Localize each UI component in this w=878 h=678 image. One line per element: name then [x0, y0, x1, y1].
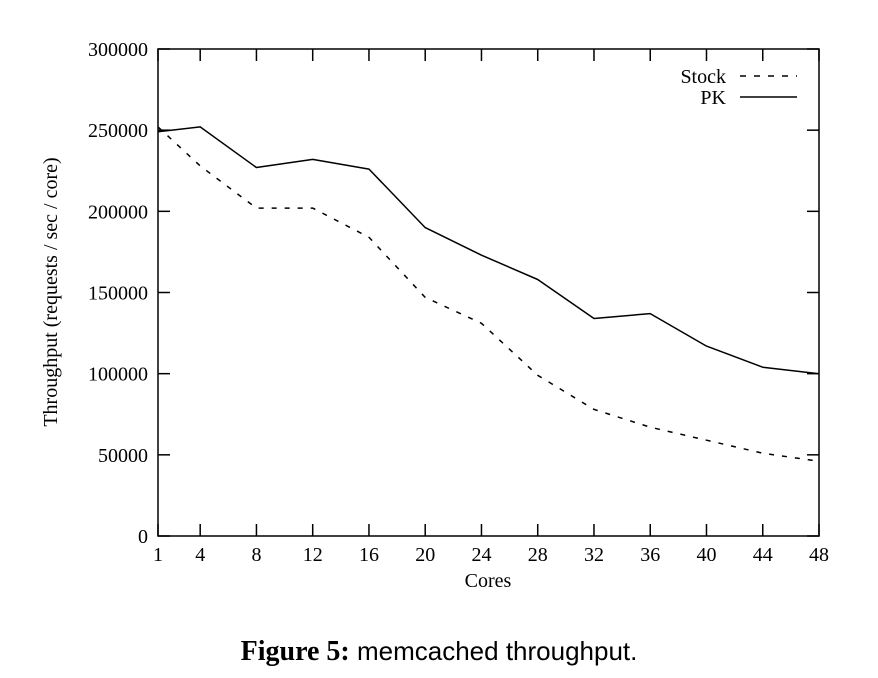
series-line-stock — [157, 126, 820, 463]
series-layer — [157, 126, 820, 463]
x-tick-label: 40 — [696, 544, 716, 566]
x-tick-label: 4 — [195, 544, 205, 566]
caption-label: Figure 5 — [240, 636, 341, 667]
x-tick-label: 12 — [303, 544, 323, 566]
x-tick-label: 36 — [640, 544, 660, 566]
plot-frame — [157, 48, 820, 537]
caption-separator: : — [340, 636, 350, 667]
x-tick-label: 24 — [471, 544, 491, 566]
x-tick-label: 1 — [153, 544, 163, 566]
y-axis: 0 50000 100000 150000 200000 250000 300000 — [88, 39, 819, 548]
legend: Stock PK — [680, 66, 797, 109]
y-tick-label: 200000 — [88, 201, 148, 223]
y-tick-label: 150000 — [88, 283, 148, 305]
y-tick-label: 300000 — [88, 39, 148, 61]
series-line-pk — [157, 126, 820, 375]
y-tick-label: 50000 — [98, 445, 148, 467]
x-tick-label: 48 — [809, 544, 829, 566]
legend-label-stock: Stock — [680, 66, 726, 88]
x-tick-label: 8 — [251, 544, 261, 566]
y-tick-label: 250000 — [88, 120, 148, 142]
caption-text: memcached throughput. — [349, 636, 638, 666]
throughput-chart: 1 4 8 12 16 20 24 28 32 36 40 44 48 0500001000001500… — [40, 39, 829, 592]
x-tick-label: 16 — [359, 544, 379, 566]
legend-label-pk: PK — [700, 87, 726, 109]
x-tick-label: 20 — [415, 544, 435, 566]
y-tick-label: 0 — [138, 526, 148, 548]
y-tick-label: 100000 — [88, 364, 148, 386]
x-tick-label: 44 — [753, 544, 773, 566]
x-tick-label: 32 — [584, 544, 604, 566]
x-tick-label: 28 — [528, 544, 548, 566]
y-axis-label: Throughput (requests / sec / core) — [40, 157, 62, 426]
figure-caption: Figure 5: memcached throughput. — [0, 636, 878, 668]
x-axis: 1 4 8 12 16 20 24 28 32 36 40 44 48 — [153, 49, 829, 566]
x-axis-label: Cores — [465, 570, 512, 592]
